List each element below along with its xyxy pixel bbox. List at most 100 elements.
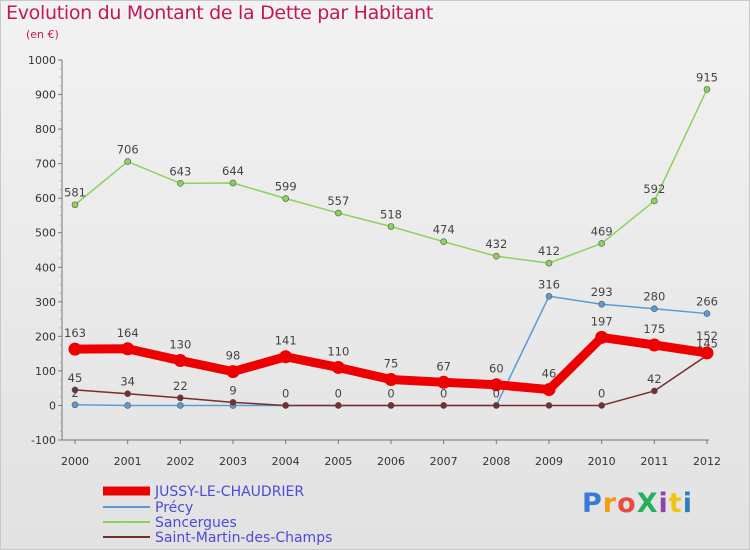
logo-letter: X: [636, 488, 659, 519]
data-label: 0: [598, 386, 605, 400]
data-point: [384, 373, 398, 387]
data-point: [387, 223, 395, 230]
data-label: 474: [433, 223, 455, 237]
data-label: 469: [591, 224, 613, 238]
data-point: [489, 378, 503, 392]
data-label: 0: [282, 386, 289, 400]
data-point: [173, 354, 187, 368]
data-point: [651, 305, 658, 313]
data-point: [595, 330, 609, 344]
data-point: [647, 338, 661, 352]
data-point: [279, 350, 293, 364]
data-point: [68, 342, 82, 356]
x-tick-label: 2006: [377, 455, 405, 468]
data-point: [387, 402, 395, 409]
data-label: 0: [387, 386, 394, 400]
logo-letter: P: [582, 488, 603, 519]
data-point: [229, 179, 237, 187]
data-label: 0: [493, 386, 500, 400]
data-label: 2: [71, 386, 78, 400]
data-point: [651, 197, 658, 205]
data-point: [282, 402, 289, 409]
data-label: 0: [335, 386, 342, 400]
y-tick-label: 700: [35, 158, 56, 171]
data-label: 412: [538, 244, 560, 258]
data-label: 45: [68, 371, 83, 385]
data-label: 316: [538, 277, 560, 291]
data-point: [335, 402, 342, 409]
data-point: [71, 401, 79, 409]
y-tick-label: 100: [35, 365, 56, 378]
data-point: [124, 158, 131, 165]
data-label: 163: [64, 326, 86, 340]
data-point: [651, 387, 658, 395]
y-tick-label: 500: [35, 227, 56, 240]
data-point: [177, 394, 184, 402]
x-tick-label: 2008: [482, 455, 510, 468]
y-tick-label: 600: [35, 192, 56, 205]
x-tick-label: 2004: [272, 455, 300, 468]
x-tick-label: 2012: [693, 455, 721, 468]
data-point: [493, 402, 500, 409]
data-label: 164: [117, 326, 139, 340]
x-tick-label: 2005: [324, 455, 352, 468]
y-tick-label: -100: [31, 434, 56, 447]
x-tick-label: 2003: [219, 455, 247, 468]
data-label: 145: [696, 336, 718, 350]
y-tick-label: 200: [35, 330, 56, 343]
data-label: 130: [169, 338, 191, 352]
data-label: 67: [436, 359, 451, 373]
data-label: 42: [647, 372, 662, 386]
x-tick-label: 2007: [430, 455, 458, 468]
y-tick-label: 900: [35, 89, 56, 102]
chart-subtitle: (en €): [26, 28, 59, 41]
x-tick-label: 2001: [114, 455, 142, 468]
data-point: [700, 346, 714, 360]
data-label: 110: [327, 344, 349, 358]
data-label: 34: [120, 375, 135, 389]
data-point: [545, 402, 553, 409]
data-label: 175: [643, 322, 665, 336]
data-label: 915: [696, 70, 718, 84]
logo-letter: t: [668, 488, 683, 519]
data-point: [177, 402, 184, 409]
data-point: [282, 195, 289, 202]
data-point: [71, 201, 79, 209]
x-tick-label: 2009: [535, 455, 563, 468]
data-point: [598, 300, 605, 308]
y-tick-label: 0: [49, 399, 56, 412]
data-point: [121, 342, 135, 356]
data-label: 197: [591, 314, 613, 328]
data-point: [440, 402, 447, 409]
data-point: [440, 238, 447, 246]
data-label: 0: [440, 386, 447, 400]
logo-letter: i: [682, 488, 693, 519]
data-label: 644: [222, 164, 244, 178]
data-point: [124, 402, 131, 409]
data-point: [226, 365, 240, 379]
x-tick-label: 2000: [61, 455, 89, 468]
legend-label: Sancergues: [155, 515, 237, 531]
x-tick-label: 2010: [588, 455, 616, 468]
data-label: 141: [275, 334, 297, 348]
x-tick-label: 2002: [166, 455, 194, 468]
y-tick-label: 800: [35, 123, 56, 136]
data-label: 75: [384, 357, 399, 371]
data-point: [703, 310, 711, 317]
data-point: [177, 180, 184, 187]
data-point: [598, 402, 605, 409]
data-label: 60: [489, 362, 504, 376]
data-label: 280: [643, 290, 665, 304]
legend-label: Précy: [155, 500, 193, 516]
data-point: [542, 383, 556, 397]
y-tick-label: 400: [35, 261, 56, 274]
data-point: [545, 292, 553, 300]
data-label: 592: [643, 182, 665, 196]
y-tick-label: 300: [35, 296, 56, 309]
legend-label: Saint-Martin-des-Champs: [155, 530, 332, 546]
data-point: [493, 252, 500, 260]
data-label: 599: [275, 180, 297, 194]
data-point: [437, 375, 451, 389]
data-point: [703, 86, 711, 93]
